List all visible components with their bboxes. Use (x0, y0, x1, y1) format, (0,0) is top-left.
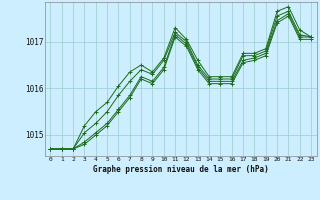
X-axis label: Graphe pression niveau de la mer (hPa): Graphe pression niveau de la mer (hPa) (93, 165, 269, 174)
